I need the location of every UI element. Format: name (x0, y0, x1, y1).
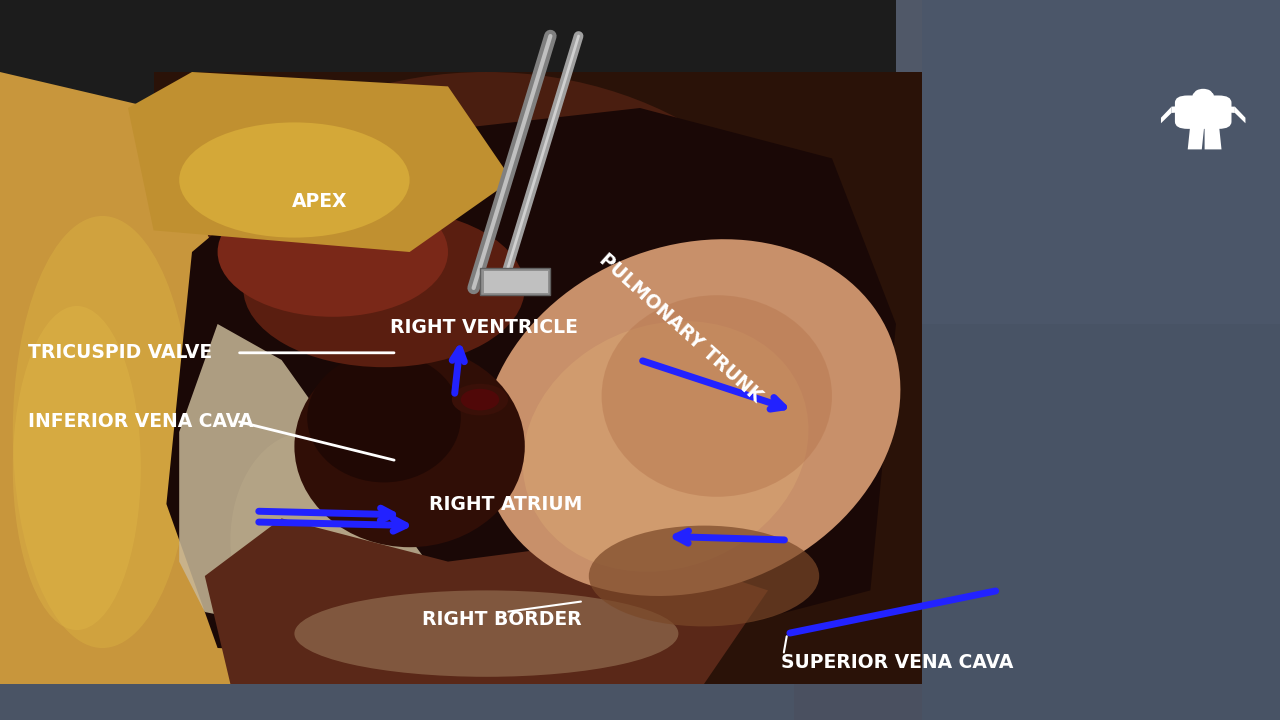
Polygon shape (154, 72, 922, 684)
Polygon shape (1235, 107, 1245, 123)
Polygon shape (0, 72, 358, 684)
Polygon shape (1188, 122, 1204, 150)
Text: RIGHT BORDER: RIGHT BORDER (422, 610, 582, 629)
Text: PULMONARY TRUNK: PULMONARY TRUNK (595, 250, 765, 405)
Ellipse shape (230, 432, 384, 648)
FancyBboxPatch shape (1193, 92, 1213, 107)
Polygon shape (896, 0, 1280, 720)
Circle shape (452, 384, 508, 415)
Text: INFERIOR VENA CAVA: INFERIOR VENA CAVA (28, 412, 253, 431)
Ellipse shape (179, 122, 410, 238)
Ellipse shape (522, 321, 809, 572)
Ellipse shape (602, 295, 832, 497)
Ellipse shape (294, 346, 525, 547)
Bar (794, 324, 1280, 720)
Text: RIGHT VENTRICLE: RIGHT VENTRICLE (390, 318, 579, 337)
Ellipse shape (483, 239, 900, 596)
Text: APEX: APEX (292, 192, 347, 211)
Polygon shape (205, 518, 768, 684)
Bar (922, 0, 1280, 720)
Polygon shape (1161, 107, 1171, 123)
Ellipse shape (243, 209, 525, 367)
Ellipse shape (134, 72, 838, 648)
Bar (480, 268, 550, 295)
Ellipse shape (13, 306, 141, 630)
Ellipse shape (218, 187, 448, 317)
FancyBboxPatch shape (1175, 96, 1231, 129)
Text: SUPERIOR VENA CAVA: SUPERIOR VENA CAVA (781, 653, 1014, 672)
Ellipse shape (13, 216, 192, 648)
Ellipse shape (294, 590, 678, 677)
Polygon shape (1219, 107, 1235, 113)
Polygon shape (179, 324, 448, 648)
Polygon shape (128, 72, 512, 252)
Bar (484, 271, 548, 293)
Polygon shape (166, 108, 896, 662)
Ellipse shape (307, 353, 461, 482)
Ellipse shape (589, 526, 819, 626)
Text: TRICUSPID VALVE: TRICUSPID VALVE (28, 343, 212, 362)
Polygon shape (1171, 106, 1188, 113)
Circle shape (461, 389, 499, 410)
Polygon shape (1204, 122, 1221, 150)
Circle shape (1194, 89, 1212, 99)
Text: RIGHT ATRIUM: RIGHT ATRIUM (429, 495, 582, 513)
Bar (0, 590, 1280, 720)
